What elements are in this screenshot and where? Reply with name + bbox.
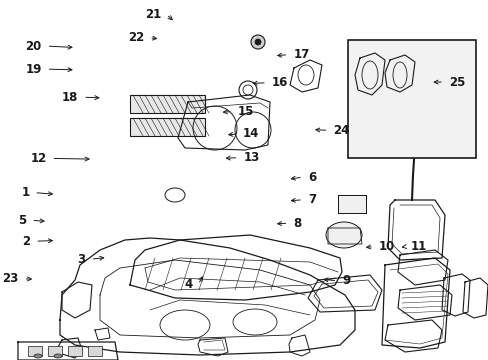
Text: 21: 21: [145, 8, 161, 21]
Bar: [48, 346, 62, 356]
Bar: [68, 346, 82, 356]
Text: 5: 5: [18, 214, 26, 227]
Text: 19: 19: [25, 63, 41, 76]
Text: 11: 11: [410, 240, 426, 253]
Text: 18: 18: [62, 91, 78, 104]
Ellipse shape: [325, 222, 361, 248]
Bar: [130, 95, 204, 113]
Text: 6: 6: [307, 171, 316, 184]
Text: 23: 23: [2, 273, 19, 285]
Text: 7: 7: [307, 193, 316, 206]
Text: 10: 10: [378, 240, 394, 253]
Text: 25: 25: [448, 76, 464, 89]
Text: 14: 14: [243, 127, 259, 140]
Text: 12: 12: [30, 152, 46, 165]
Text: 20: 20: [25, 40, 41, 53]
Text: 13: 13: [243, 151, 259, 164]
Bar: [337, 195, 365, 213]
Text: 9: 9: [342, 274, 350, 287]
Ellipse shape: [34, 354, 42, 358]
Text: 2: 2: [22, 235, 30, 248]
Bar: [28, 346, 42, 356]
Text: 4: 4: [184, 278, 193, 291]
Bar: [88, 346, 102, 356]
Ellipse shape: [254, 39, 261, 45]
Text: 15: 15: [237, 105, 253, 118]
Text: 17: 17: [293, 48, 309, 61]
Ellipse shape: [54, 354, 62, 358]
Ellipse shape: [250, 35, 264, 49]
Bar: [347, 40, 475, 158]
Text: 3: 3: [77, 253, 85, 266]
Text: 24: 24: [333, 124, 349, 137]
Text: 22: 22: [128, 31, 144, 44]
Bar: [130, 118, 204, 136]
Text: 16: 16: [271, 76, 287, 89]
Text: 1: 1: [21, 186, 29, 199]
Text: 8: 8: [293, 217, 301, 230]
